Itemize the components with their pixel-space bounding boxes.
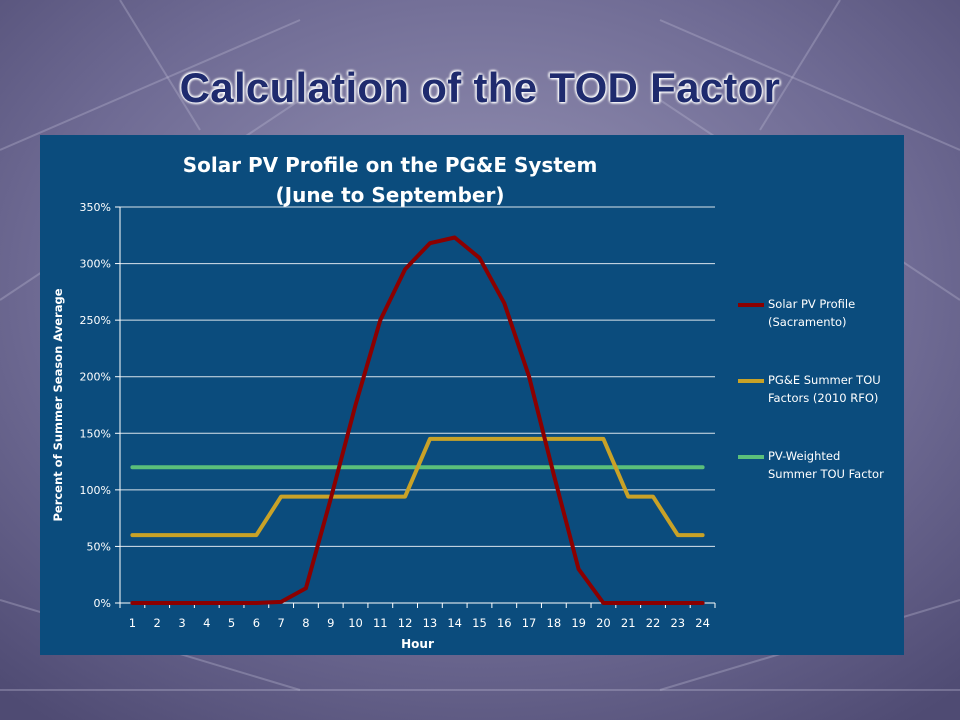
x-tick-label: 15 — [472, 616, 487, 630]
y-tick-label: 50% — [87, 540, 111, 553]
legend-label-line: Solar PV Profile — [768, 297, 856, 311]
chart-title-line2: (June to September) — [275, 183, 505, 207]
series-line-1 — [130, 235, 705, 605]
legend-swatch — [738, 379, 764, 383]
slide-title: Calculation of the TOD Factor — [179, 64, 781, 111]
legend-item: PG&E Summer TOU Factors (2010 RFO) — [738, 366, 908, 442]
y-tick-label: 350% — [80, 201, 111, 214]
legend-swatch — [738, 303, 764, 307]
x-tick-label: 5 — [228, 616, 235, 630]
y-tick-label: 0% — [94, 597, 111, 610]
legend-item: Solar PV Profile (Sacramento) — [738, 290, 908, 366]
legend-label-line: Factors (2010 RFO) — [768, 391, 879, 405]
legend-swatch — [738, 455, 764, 459]
chart-title-line1: Solar PV Profile on the PG&E System — [182, 153, 598, 177]
y-tick-label: 200% — [80, 371, 111, 384]
x-tick-label: 24 — [695, 616, 710, 630]
legend-label-line: Summer TOU Factor — [768, 467, 884, 481]
x-tick-label: 2 — [154, 616, 161, 630]
x-tick-label: 9 — [327, 616, 334, 630]
line-chart: 0%50%100%150%200%250%300%350%1 2 3 4 5 6 7 8 9 10… — [51, 201, 716, 651]
x-tick-label: 10 — [348, 616, 363, 630]
series-line-2 — [130, 436, 705, 538]
x-tick-label: 12 — [398, 616, 413, 630]
x-tick-label: 18 — [547, 616, 562, 630]
x-tick-label: 8 — [302, 616, 309, 630]
y-tick-label: 250% — [80, 314, 111, 327]
x-tick-label: 19 — [571, 616, 586, 630]
x-tick-label: 22 — [646, 616, 661, 630]
x-tick-label: 3 — [178, 616, 185, 630]
y-axis-title: Percent of Summer Season Average — [51, 288, 65, 521]
x-tick-label: 21 — [621, 616, 636, 630]
x-tick-label: 23 — [670, 616, 685, 630]
x-tick-label: 16 — [497, 616, 512, 630]
legend-label: PG&E Summer TOU Factors (2010 RFO) — [768, 371, 908, 407]
chart-title: Solar PV Profile on the PG&E System (Jun… — [80, 150, 700, 210]
x-tick-label: 4 — [203, 616, 210, 630]
x-tick-label: 14 — [447, 616, 462, 630]
legend-label-line: (Sacramento) — [768, 315, 847, 329]
x-tick-label: 11 — [373, 616, 388, 630]
x-tick-label: 20 — [596, 616, 611, 630]
legend-item: PV-Weighted Summer TOU Factor — [738, 442, 908, 518]
x-axis-title: Hour — [401, 637, 434, 651]
x-tick-label: 7 — [277, 616, 284, 630]
legend-label: PV-Weighted Summer TOU Factor — [768, 447, 908, 483]
y-tick-label: 150% — [80, 427, 111, 440]
chart-panel: 0% 50% 100% 150% 200% 250% 300% 350% 1 2 3 4 5 6 7 8 9 10… — [40, 135, 904, 655]
x-tick-label: 17 — [522, 616, 537, 630]
chart-legend: Solar PV Profile (Sacramento) PG&E Summer … — [738, 290, 908, 518]
y-tick-label: 100% — [80, 484, 111, 497]
legend-label: Solar PV Profile (Sacramento) — [768, 295, 908, 331]
x-tick-label: 1 — [129, 616, 136, 630]
legend-label-line: PG&E Summer TOU — [768, 373, 881, 387]
y-tick-label: 300% — [80, 258, 111, 271]
x-tick-label: 13 — [423, 616, 438, 630]
legend-label-line: PV-Weighted — [768, 449, 841, 463]
x-tick-label: 6 — [253, 616, 260, 630]
